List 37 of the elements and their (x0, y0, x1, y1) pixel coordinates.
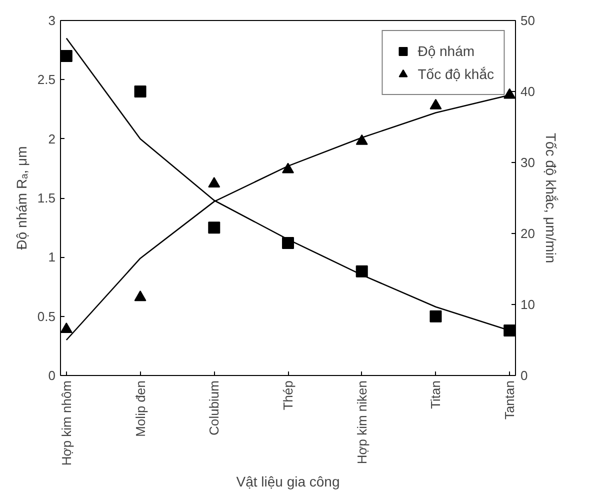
y-tick-label: 1 (48, 250, 56, 265)
point (430, 310, 442, 322)
x-tick-label: Titan (428, 380, 444, 409)
legend-label: Độ nhám (418, 43, 475, 59)
point (430, 98, 442, 110)
y2-axis-title: Tốc độ khắc, μm/min (542, 132, 559, 264)
y-tick-label: 2.5 (37, 72, 56, 88)
x-tick-label: Thép (280, 380, 296, 410)
point (60, 322, 72, 334)
point (504, 324, 516, 337)
x-tick-label: Colubium (206, 380, 222, 436)
y2-tick-label: 50 (520, 13, 535, 28)
point (356, 134, 368, 145)
y2-tick-label: 30 (520, 155, 535, 170)
x-tick-label: Hợp kim nhôm (58, 380, 74, 466)
x-tick-label: Molip đen (132, 380, 148, 437)
y-tick-label: 0.5 (37, 308, 56, 324)
y-axis-title: Độ nhám Rₐ, μm (13, 146, 30, 250)
y2-tick-label: 20 (520, 226, 535, 241)
y-tick-label: 1.5 (37, 190, 56, 206)
x-tick-label: Hợp kim niken (354, 380, 370, 464)
y-tick-label: 3 (48, 13, 56, 28)
point (134, 290, 146, 302)
legend-label: Tốc độ khắc (418, 66, 494, 82)
y2-tick-label: 40 (520, 84, 535, 99)
point (208, 176, 220, 188)
y2-tick-label: 0 (520, 368, 528, 383)
point (208, 222, 220, 234)
point (134, 86, 146, 98)
point (282, 236, 294, 249)
y-tick-label: 2 (48, 131, 56, 146)
y-tick-label: 0 (48, 368, 56, 383)
x-axis-title: Vật liệu gia công (236, 474, 340, 490)
y2-tick-label: 10 (520, 297, 535, 312)
point (60, 50, 72, 62)
x-tick-label: Tantan (502, 380, 518, 420)
point (282, 162, 294, 174)
